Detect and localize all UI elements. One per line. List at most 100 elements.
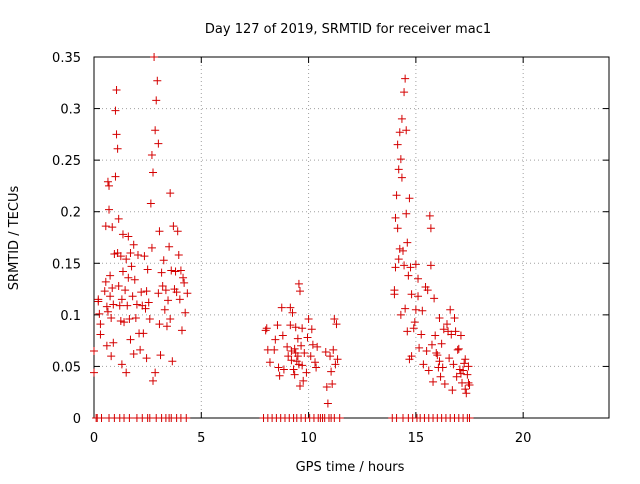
data-point <box>157 268 166 277</box>
data-point <box>401 304 410 313</box>
data-point <box>126 248 135 257</box>
data-point <box>414 292 423 301</box>
data-point <box>402 209 411 218</box>
grid-lines <box>94 57 609 418</box>
y-tick-label: 0.35 <box>52 51 81 66</box>
data-point <box>118 267 127 276</box>
data-point <box>124 232 133 241</box>
data-point <box>90 346 98 355</box>
data-point <box>418 306 427 315</box>
data-point <box>133 251 142 260</box>
x-axis-label: GPS time / hours <box>296 460 405 475</box>
data-point <box>109 338 118 347</box>
data-point <box>151 126 160 135</box>
data-point <box>114 214 123 223</box>
data-point <box>293 352 302 361</box>
data-point <box>335 414 344 422</box>
data-point <box>125 314 134 323</box>
data-point <box>440 379 449 388</box>
y-tick-label: 0.05 <box>52 360 81 375</box>
data-point <box>154 139 163 148</box>
data-point <box>111 172 120 181</box>
data-point <box>273 321 282 330</box>
data-point <box>287 356 296 365</box>
data-point <box>327 367 336 376</box>
data-point <box>118 230 127 239</box>
data-point <box>106 292 115 301</box>
data-point <box>176 266 185 275</box>
data-point <box>145 314 154 323</box>
data-point <box>129 240 138 249</box>
data-point <box>161 286 170 295</box>
data-point <box>131 313 140 322</box>
data-point <box>461 385 470 394</box>
data-point <box>166 189 175 198</box>
data-point <box>328 379 337 388</box>
data-point <box>447 330 456 339</box>
data-point <box>116 252 125 261</box>
data-point <box>297 341 306 350</box>
data-point <box>330 314 339 323</box>
data-point <box>439 325 448 334</box>
data-point <box>462 389 471 398</box>
data-point <box>103 177 112 186</box>
data-point <box>111 106 120 115</box>
data-point <box>461 355 470 364</box>
data-point <box>142 287 151 296</box>
data-point <box>391 263 400 272</box>
data-point <box>396 155 405 164</box>
data-point <box>453 345 462 354</box>
data-point <box>442 320 451 329</box>
data-point <box>144 298 153 307</box>
data-point <box>391 213 400 222</box>
data-point <box>423 286 432 295</box>
data-point <box>396 310 405 319</box>
data-point <box>331 360 340 369</box>
data-point <box>146 199 155 208</box>
data-point <box>403 327 412 336</box>
data-point <box>432 349 441 358</box>
data-point <box>395 244 404 253</box>
data-point <box>296 287 304 296</box>
data-point <box>400 88 409 97</box>
data-point <box>459 366 468 375</box>
data-point <box>307 325 316 334</box>
data-point <box>464 378 473 387</box>
x-tick-label: 20 <box>515 431 532 446</box>
y-tick-label: 0.25 <box>52 154 81 169</box>
data-point <box>390 290 399 299</box>
data-point <box>127 262 136 271</box>
data-point <box>437 339 446 348</box>
data-point <box>411 305 420 314</box>
data-point <box>306 352 315 361</box>
data-point <box>102 302 111 311</box>
data-point <box>275 371 284 380</box>
data-series-srmtid <box>90 53 474 422</box>
data-point <box>108 284 117 293</box>
data-point <box>120 318 129 327</box>
data-point <box>137 288 146 297</box>
data-point <box>177 326 186 335</box>
data-point <box>145 414 154 422</box>
data-point <box>149 376 158 385</box>
data-point <box>294 360 303 369</box>
data-point <box>435 357 444 366</box>
data-point <box>425 211 434 220</box>
y-tick-label: 0.15 <box>52 257 81 272</box>
data-point <box>271 335 280 344</box>
data-point <box>313 342 322 351</box>
data-point <box>299 376 308 385</box>
data-point <box>460 359 469 368</box>
data-point <box>149 168 158 177</box>
data-point <box>424 366 433 375</box>
data-point <box>107 352 116 361</box>
data-point <box>394 165 403 174</box>
data-point <box>162 322 171 331</box>
data-point <box>300 349 309 358</box>
data-point <box>298 324 307 333</box>
data-point <box>109 300 118 309</box>
data-point <box>123 301 132 310</box>
data-point <box>411 260 420 269</box>
data-point <box>429 377 438 386</box>
data-point <box>121 286 130 295</box>
